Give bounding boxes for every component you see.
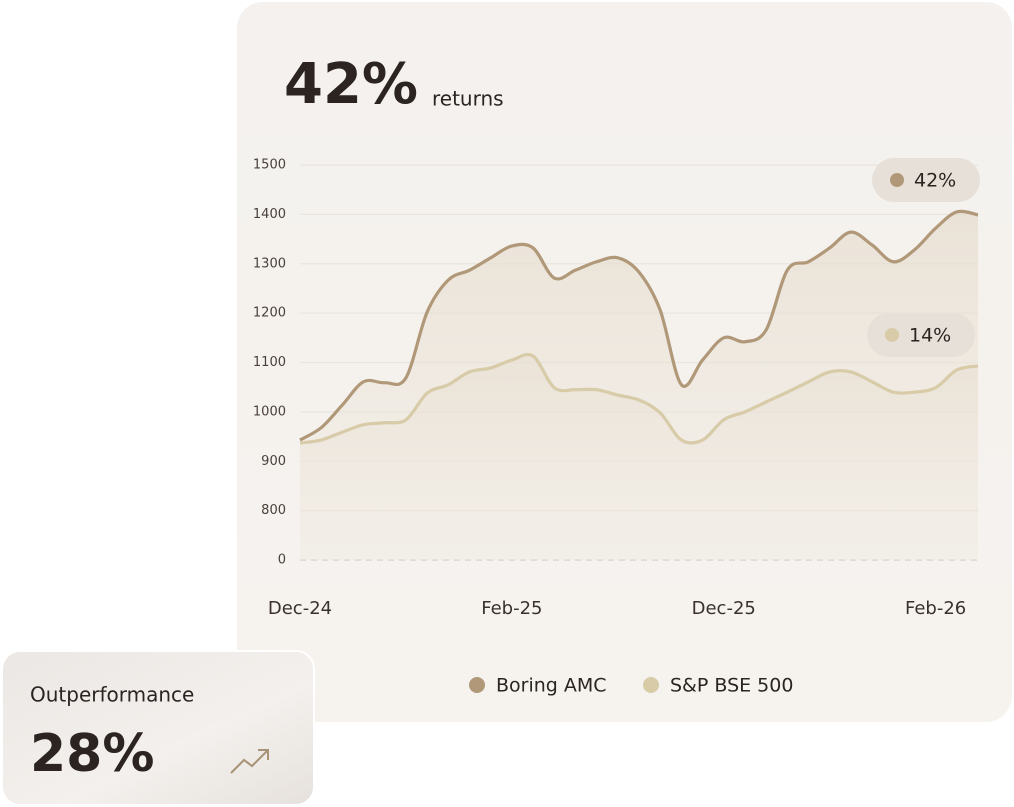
y-tick-label: 1000 — [253, 404, 286, 419]
badge-bg — [872, 158, 980, 202]
trend-icon — [230, 749, 269, 774]
headline-label: returns — [432, 87, 504, 111]
legend-swatch — [469, 677, 485, 693]
series-line — [299, 209, 979, 442]
plot: 0 800 900 1000 1100 1200 1300 1400 1500 Dec-24 Feb… — [253, 158, 980, 697]
x-tick-label: Feb-25 — [481, 598, 542, 619]
x-tick-label: Dec-25 — [692, 598, 756, 619]
badge-bg — [867, 313, 975, 357]
headline-value: 42% — [284, 52, 418, 117]
y-tick-label: 900 — [261, 454, 286, 469]
y-tick-label: 1100 — [253, 355, 286, 370]
y-tick-label: 1400 — [253, 207, 286, 222]
badge-label: 14% — [909, 325, 951, 347]
y-tick-label: 1300 — [253, 256, 286, 271]
outperformance-title: Outperformance — [30, 683, 194, 707]
outperformance-card — [1, 650, 315, 806]
legend-swatch — [643, 677, 659, 693]
y-tick-label: 1200 — [253, 306, 286, 321]
x-tick-label: Dec-24 — [268, 598, 332, 619]
badge-dot — [885, 328, 899, 342]
y-tick-label: 0 — [278, 553, 286, 568]
x-tick-label: Feb-26 — [905, 598, 966, 619]
legend-label: S&P BSE 500 — [670, 675, 793, 697]
series-line — [299, 352, 979, 445]
legend-label: Boring AMC — [496, 675, 607, 697]
y-tick-label: 800 — [261, 503, 286, 518]
series-area — [300, 354, 978, 560]
badge-label: 42% — [914, 170, 956, 192]
y-tick-label: 1500 — [253, 158, 286, 173]
badge-dot — [890, 173, 904, 187]
outperformance-value: 28% — [30, 724, 154, 784]
